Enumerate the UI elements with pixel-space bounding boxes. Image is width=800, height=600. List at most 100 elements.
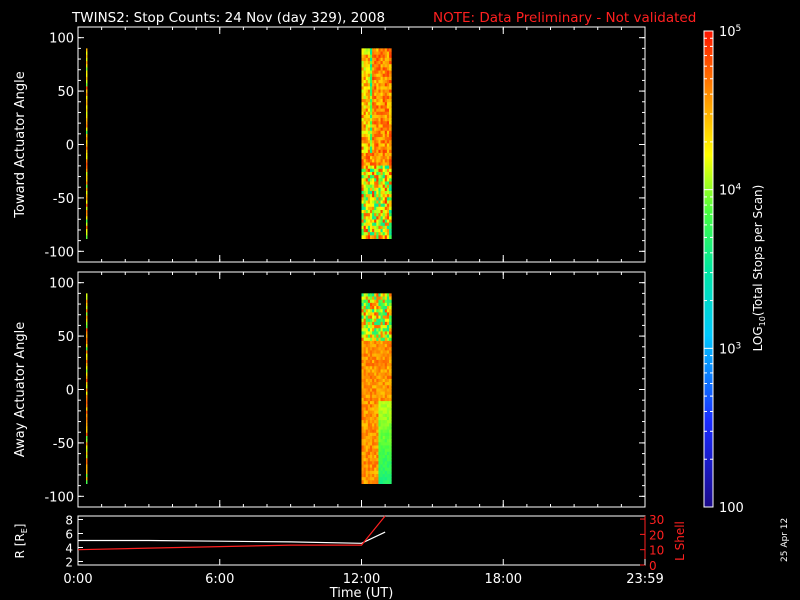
heatmap-cell	[376, 99, 379, 103]
heatmap-cell	[372, 222, 375, 227]
heatmap-cell	[361, 464, 365, 469]
heatmap-cell	[363, 95, 367, 100]
heatmap-cell	[374, 359, 377, 364]
heatmap-cell	[86, 369, 88, 374]
heatmap-cell	[382, 70, 386, 75]
heatmap-cell	[389, 225, 392, 230]
heatmap-cell	[367, 325, 371, 329]
y-tick-label: 50	[57, 330, 74, 345]
lshell-series-line	[77, 515, 386, 551]
heatmap-cell	[384, 356, 388, 361]
heatmap-cell	[380, 382, 384, 386]
heatmap-cell	[378, 445, 382, 450]
heatmap-cell	[361, 413, 365, 418]
heatmap-cell	[365, 206, 369, 211]
heatmap-cell	[376, 416, 379, 421]
heatmap-cell	[367, 328, 371, 332]
heatmap-cell	[367, 178, 371, 182]
heatmap-cell	[361, 194, 365, 198]
heatmap-cell	[386, 315, 390, 320]
heatmap-cell	[372, 432, 375, 437]
heatmap-cell	[389, 410, 392, 415]
heatmap-cell	[372, 121, 375, 125]
heatmap-cell	[380, 363, 384, 367]
heatmap-cell	[365, 369, 369, 374]
heatmap-cell	[378, 86, 382, 91]
heatmap-cell	[384, 203, 388, 208]
heatmap-cell	[384, 477, 388, 481]
heatmap-cell	[374, 149, 377, 154]
heatmap-cell	[380, 369, 384, 374]
heatmap-cell	[372, 363, 375, 367]
heatmap-cell	[372, 404, 375, 408]
heatmap-cell	[365, 480, 369, 484]
colorbar-label: LOG10(Total Stops per Scan)	[751, 185, 767, 352]
heatmap-cell	[384, 130, 388, 135]
heatmap-cell	[382, 477, 386, 481]
heatmap-cell	[372, 216, 375, 220]
heatmap-cell	[361, 48, 365, 53]
heatmap-cell	[374, 48, 377, 53]
heatmap-cell	[367, 435, 371, 440]
heatmap-cell	[389, 416, 392, 421]
heatmap-cell	[365, 458, 369, 462]
heatmap-cell	[384, 321, 388, 326]
heatmap-cell	[380, 57, 384, 62]
heatmap-cell	[378, 178, 382, 182]
heatmap-cell	[367, 130, 371, 135]
heatmap-cell	[389, 184, 392, 189]
heatmap-cell	[382, 353, 386, 358]
heatmap-cell	[384, 458, 388, 462]
heatmap-cell	[86, 114, 88, 119]
heatmap-cell	[376, 187, 379, 192]
heatmap-cell	[386, 57, 390, 62]
heatmap-cell	[382, 331, 386, 336]
heatmap-cell	[367, 404, 371, 408]
heatmap-cell	[361, 467, 365, 472]
heatmap-cell	[365, 190, 369, 195]
heatmap-cell	[369, 344, 373, 348]
heatmap-cell	[386, 156, 390, 160]
heatmap-cell	[365, 461, 369, 465]
colorbar-tick-label: 104	[719, 183, 742, 199]
heatmap-cell	[369, 194, 373, 198]
heatmap-cell	[382, 152, 386, 157]
heatmap-cell	[361, 190, 365, 195]
heatmap-cell	[382, 366, 386, 370]
heatmap-cell	[365, 213, 369, 217]
heatmap-cell	[376, 171, 379, 176]
heatmap-cell	[389, 334, 392, 339]
heatmap-cell	[378, 353, 382, 358]
heatmap-cell	[365, 410, 369, 415]
heatmap-cell	[382, 429, 386, 434]
heatmap-cell	[378, 426, 382, 431]
heatmap-cell	[389, 296, 392, 301]
heatmap-cell	[374, 197, 377, 201]
heatmap-cell	[386, 51, 390, 56]
heatmap-cell	[361, 54, 365, 59]
y-tick-label: 100	[49, 32, 74, 47]
heatmap-cell	[376, 140, 379, 144]
heatmap-cell	[374, 216, 377, 220]
heatmap-cell	[86, 149, 88, 154]
heatmap-cell	[386, 197, 390, 201]
heatmap-cell	[380, 315, 384, 320]
heatmap-cell	[384, 121, 388, 125]
heatmap-cell	[384, 363, 388, 367]
heatmap-cell	[367, 67, 371, 72]
heatmap-cell	[367, 146, 371, 151]
heatmap-cell	[372, 350, 375, 355]
heatmap-cell	[378, 296, 382, 301]
r-tick-label: 8	[65, 514, 73, 528]
heatmap-cell	[389, 83, 392, 87]
heatmap-cell	[376, 118, 379, 122]
heatmap-cell	[86, 344, 88, 348]
heatmap-cell	[386, 470, 390, 475]
heatmap-cell	[384, 388, 388, 393]
heatmap-cell	[374, 442, 377, 446]
heatmap-cell	[367, 350, 371, 355]
heatmap-cell	[365, 105, 369, 110]
heatmap-cell	[374, 152, 377, 157]
heatmap-cell	[376, 133, 379, 138]
heatmap-cell	[389, 228, 392, 233]
